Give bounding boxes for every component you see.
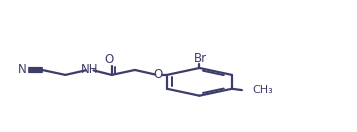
Text: O: O [104,53,114,66]
Text: Br: Br [193,52,207,65]
Text: O: O [154,68,163,81]
Text: NH: NH [81,63,98,76]
Text: CH₃: CH₃ [253,85,273,95]
Text: N: N [18,63,27,76]
